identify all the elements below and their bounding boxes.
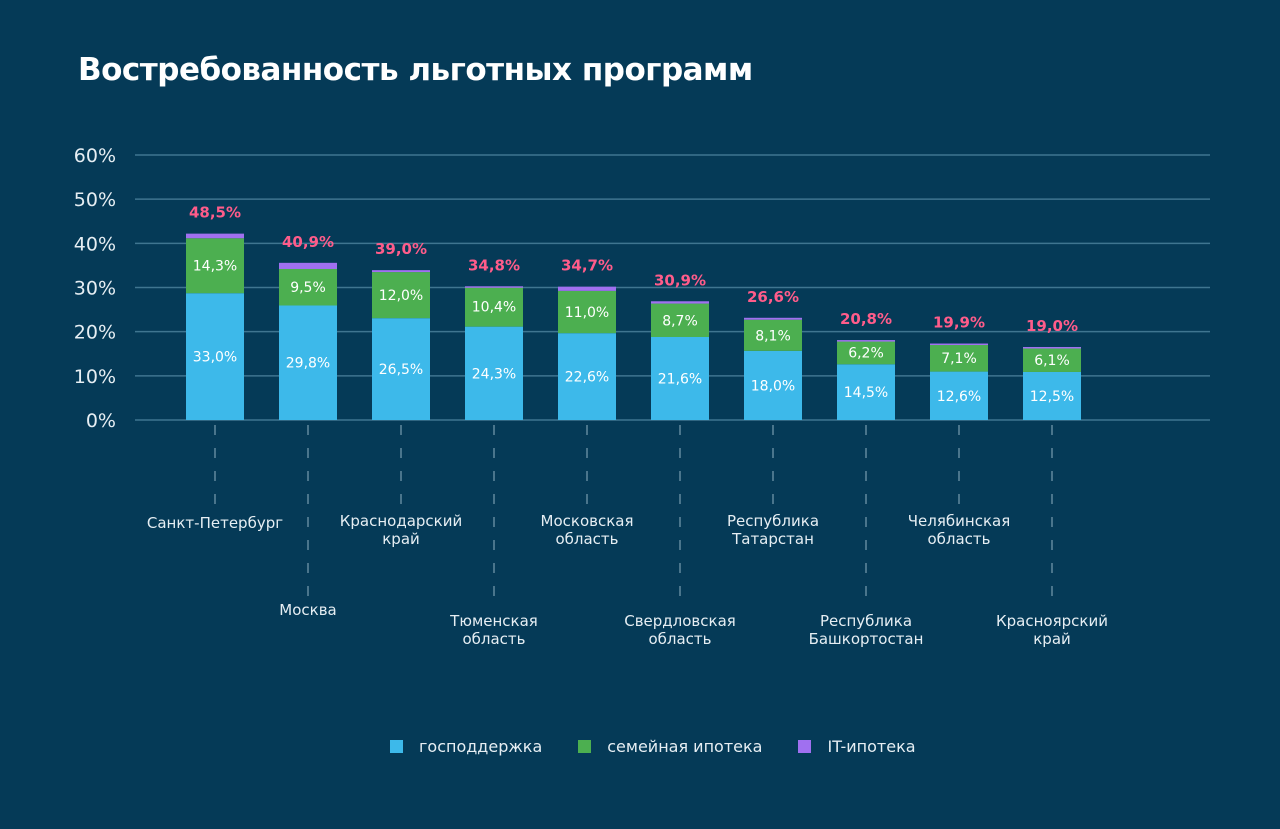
segment-label: 14,5% [844,385,888,401]
total-label: 20,8% [840,310,892,328]
legend-swatch-gospodderzhka [390,740,403,753]
y-tick-label: 60% [74,145,116,167]
segment-label: 6,2% [848,345,884,361]
bar-segment-gospodderzhka [186,293,244,420]
segment-label: 8,1% [755,328,791,344]
bar-segment-semeynaya [651,303,709,338]
total-label: 34,8% [468,256,520,274]
segment-label: 12,5% [1030,389,1074,405]
category-label: область [927,530,990,548]
legend-label-semeynaya: семейная ипотека [607,737,763,756]
bar-segment-it [1023,346,1081,349]
segment-label: 7,1% [941,351,977,367]
bar-segment-semeynaya [372,272,430,319]
category-label: Татарстан [731,530,814,548]
legend-swatch-semeynaya [578,740,592,753]
legend-item-semeynaya: семейная ипотека [578,737,762,756]
total-label: 19,0% [1026,317,1078,335]
bar-segment-it [372,270,430,273]
bar-segment-gospodderzhka [744,350,802,420]
bar-segment-gospodderzhka [837,364,895,420]
segment-label: 26,5% [379,362,423,378]
bar-segment-it [558,286,616,291]
legend-item-gospodderzhka: господдержка [390,737,542,756]
segment-label: 9,5% [290,280,326,296]
total-label: 48,5% [189,204,241,222]
segment-label: 11,0% [565,305,609,321]
category-label: Санкт-Петербург [147,514,283,532]
y-tick-label: 40% [74,233,116,255]
bar-segment-gospodderzhka [1023,371,1081,420]
y-tick-label: 10% [74,366,116,388]
category-label: Красноярский [996,612,1108,630]
legend-label-gospodderzhka: господдержка [419,737,543,756]
segment-label: 12,0% [379,288,423,304]
bar-segment-it [744,317,802,320]
total-label: 39,0% [375,240,427,258]
total-label: 26,6% [747,288,799,306]
segment-label: 22,6% [565,370,609,386]
category-label: Челябинская [908,512,1010,530]
category-label: Московская [541,512,634,530]
bar-segment-gospodderzhka [465,326,523,420]
bar-segment-semeynaya [558,290,616,334]
y-tick-label: 50% [74,189,116,211]
bar-segment-it [651,301,709,304]
chart-title: Востребованность льготных программ [78,52,753,88]
segment-label: 24,3% [472,366,516,382]
legend: господдержка семейная ипотека IT-ипотека [390,737,952,756]
bar-segment-it [837,340,895,342]
category-label: Москва [279,601,336,619]
bar-segment-semeynaya [837,340,895,365]
category-label: Краснодарский [340,512,462,530]
bar-segment-semeynaya [186,238,244,294]
y-tick-label: 0% [86,410,116,432]
segment-label: 18,0% [751,378,795,394]
category-label: Тюменская [449,612,538,630]
category-label: Башкортостан [809,630,924,648]
segment-label: 14,3% [193,259,237,275]
segment-label: 12,6% [937,389,981,405]
bar-segment-gospodderzhka [558,333,616,420]
total-label: 30,9% [654,271,706,289]
bar-segment-it [465,286,523,288]
category-label: край [382,530,420,548]
segment-label: 10,4% [472,300,516,316]
category-label: Республика [820,612,912,630]
total-label: 19,9% [933,314,985,332]
y-tick-label: 30% [74,278,116,300]
segment-label: 21,6% [658,372,702,388]
segment-label: 29,8% [286,356,330,372]
category-label: Республика [727,512,819,530]
bar-segment-gospodderzhka [279,305,337,420]
bar-segment-it [279,262,337,269]
bar-segment-it [186,233,244,239]
total-label: 40,9% [282,233,334,251]
total-label: 34,7% [561,257,613,275]
legend-swatch-it [798,740,812,753]
segment-label: 6,1% [1034,353,1070,369]
category-label: область [648,630,711,648]
category-label: область [555,530,618,548]
bar-segment-semeynaya [279,268,337,306]
segment-label: 33,0% [193,350,237,366]
segment-label: 8,7% [662,313,698,329]
bar-segment-semeynaya [465,286,523,327]
category-label: край [1033,630,1071,648]
bar-segment-gospodderzhka [930,371,988,420]
y-tick-label: 20% [74,322,116,344]
bar-segment-gospodderzhka [651,337,709,420]
category-label: область [462,630,525,648]
bar-segment-semeynaya [744,319,802,351]
category-label: Свердловская [624,612,736,630]
legend-item-it: IT-ипотека [798,737,916,756]
legend-label-it: IT-ипотека [827,737,916,756]
bar-segment-semeynaya [1023,348,1081,372]
bar-segment-semeynaya [930,344,988,372]
bar-segment-gospodderzhka [372,318,430,420]
bar-segment-it [930,343,988,346]
